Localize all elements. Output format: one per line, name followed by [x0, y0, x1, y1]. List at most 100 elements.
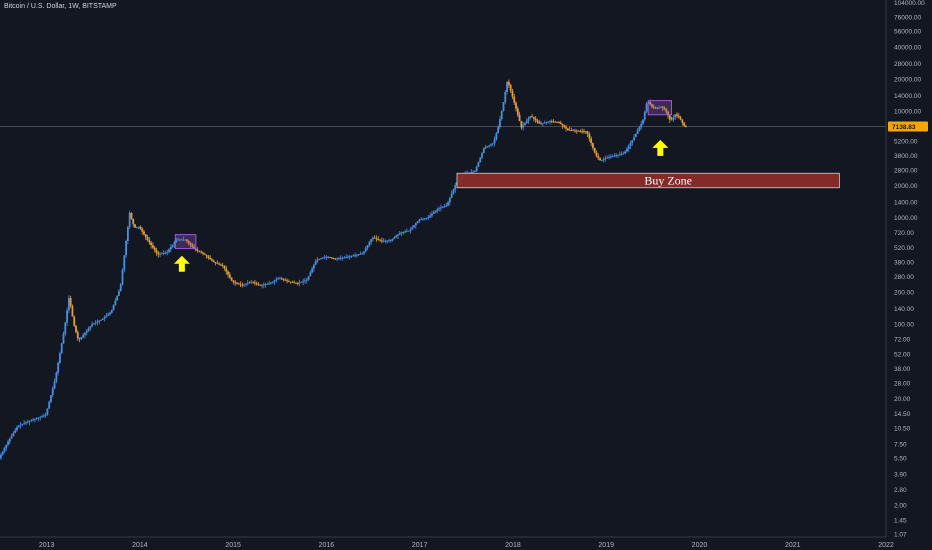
candle-body	[252, 281, 254, 283]
candle-body	[627, 145, 630, 149]
candle-body	[152, 245, 154, 248]
candle-body	[3, 448, 6, 452]
candle-body	[216, 262, 219, 264]
candle-body	[71, 306, 74, 317]
candle-body	[150, 242, 153, 246]
candle-body	[516, 108, 519, 115]
candle-body	[380, 240, 383, 242]
x-tick-label: 2021	[785, 542, 801, 549]
candle-body	[373, 237, 376, 239]
candle-body	[245, 283, 247, 285]
candle-body	[431, 213, 433, 216]
y-tick-label: 10000.00	[894, 108, 921, 115]
candle-body	[168, 249, 170, 253]
candle-body	[261, 285, 263, 286]
candle-body	[41, 416, 43, 418]
candle-body	[126, 227, 129, 242]
y-tick-label: 72.00	[894, 337, 911, 344]
candle-body	[477, 162, 480, 167]
candle-body	[125, 241, 127, 256]
candle-body	[59, 353, 61, 363]
candle-body	[382, 240, 385, 242]
candle-body	[48, 401, 51, 409]
candle-body	[388, 240, 390, 242]
candle-body	[141, 228, 144, 232]
candle-body	[549, 121, 551, 123]
candle-body	[134, 224, 136, 228]
candle-body	[665, 109, 668, 112]
y-tick-label: 76000.00	[894, 15, 921, 22]
candle-body	[579, 130, 582, 132]
candle-body	[184, 239, 187, 241]
highlight-box	[647, 100, 672, 116]
candle-body	[339, 257, 342, 259]
candle-body	[144, 234, 147, 238]
candle-body	[103, 317, 106, 319]
candle-body	[109, 312, 111, 315]
candle-body	[148, 239, 151, 243]
candle-body	[157, 252, 160, 255]
candle-body	[536, 120, 539, 122]
candle-body	[613, 155, 616, 157]
candle-body	[668, 115, 671, 120]
candle-body	[606, 157, 609, 159]
y-tick-label: 2800.00	[894, 167, 918, 174]
y-tick-label: 38.00	[894, 366, 911, 373]
candle-body	[302, 281, 305, 283]
candle-body	[631, 140, 634, 144]
candle-body	[257, 283, 260, 285]
y-tick-label: 1000.00	[894, 215, 918, 222]
candle-body	[280, 278, 283, 280]
candle-body	[230, 277, 233, 281]
candle-body	[98, 320, 101, 322]
candle-body	[30, 420, 33, 422]
candle-body	[479, 157, 482, 163]
candle-body	[622, 153, 625, 155]
candle-body	[114, 300, 117, 306]
candle-body	[556, 122, 559, 123]
candle-body	[296, 283, 299, 284]
candle-body	[618, 154, 621, 156]
candle-body	[237, 283, 240, 285]
highlight-box	[174, 234, 197, 250]
y-tick-label: 5.50	[894, 456, 907, 463]
candle-body	[164, 252, 167, 254]
candle-body	[511, 90, 514, 97]
candle-body	[677, 115, 680, 118]
candle-body	[234, 282, 237, 283]
candle-body	[529, 116, 532, 119]
candle-body	[189, 242, 192, 245]
candle-body	[259, 284, 262, 286]
candle-body	[499, 119, 501, 128]
candle-body	[538, 121, 541, 124]
candle-body	[286, 280, 288, 282]
candle-body	[377, 239, 380, 240]
candle-body	[177, 239, 179, 241]
candle-body	[329, 257, 331, 258]
candle-body	[202, 252, 204, 254]
candle-body	[395, 235, 398, 238]
candle-body	[137, 226, 140, 228]
y-tick-label: 200.00	[894, 289, 914, 296]
candle-body	[300, 281, 303, 283]
candle-body	[305, 279, 308, 281]
candle-body	[291, 282, 294, 283]
candle-body	[271, 281, 274, 283]
candle-body	[490, 144, 492, 146]
candle-body	[547, 121, 550, 123]
up-arrow-icon	[173, 255, 190, 272]
candle-body	[82, 334, 85, 337]
candle-body	[604, 158, 607, 160]
candle-body	[76, 332, 79, 339]
candle-body	[592, 143, 594, 148]
candle-body	[118, 291, 120, 296]
candle-body	[590, 138, 593, 144]
candle-body	[593, 147, 596, 153]
candle-body	[42, 415, 45, 417]
candle-body	[209, 257, 212, 260]
candle-body	[416, 221, 419, 224]
candle-body	[146, 237, 149, 240]
candle-body	[645, 103, 648, 112]
